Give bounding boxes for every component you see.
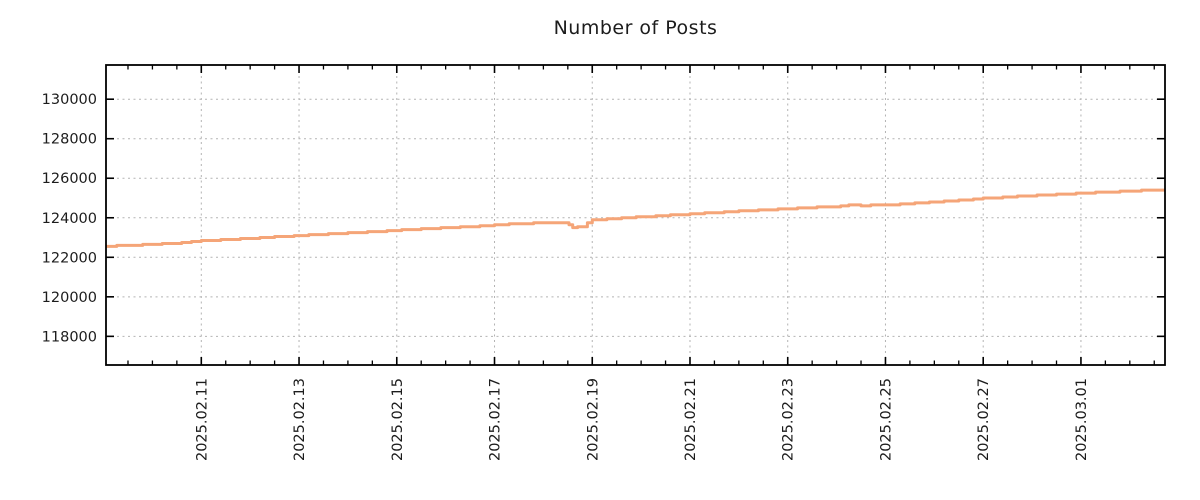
x-tick-label: 2025.02.15 <box>390 378 406 461</box>
x-tick-label: 2025.02.21 <box>683 378 699 461</box>
x-tick-label: 2025.02.23 <box>781 378 797 461</box>
x-tick-label: 2025.02.11 <box>194 378 210 461</box>
y-tick-label: 118000 <box>42 329 97 345</box>
plot-border <box>105 64 1166 366</box>
x-tick-label: 2025.02.27 <box>976 378 992 461</box>
x-tick-label: 2025.02.17 <box>488 378 504 461</box>
chart-title: Number of Posts <box>553 17 718 39</box>
x-tick-label: 2025.03.01 <box>1074 378 1090 461</box>
x-tick-label: 2025.02.25 <box>878 378 894 461</box>
y-tick-label: 128000 <box>42 132 97 148</box>
x-tick-label: 2025.02.13 <box>292 378 308 461</box>
y-tick-label: 120000 <box>42 290 97 306</box>
x-tick-label: 2025.02.19 <box>585 378 601 461</box>
y-tick-label: 130000 <box>42 92 97 108</box>
y-tick-label: 126000 <box>42 171 97 187</box>
y-tick-label: 122000 <box>42 250 97 266</box>
y-tick-label: 124000 <box>42 211 97 227</box>
data-line-posts <box>106 188 1165 248</box>
